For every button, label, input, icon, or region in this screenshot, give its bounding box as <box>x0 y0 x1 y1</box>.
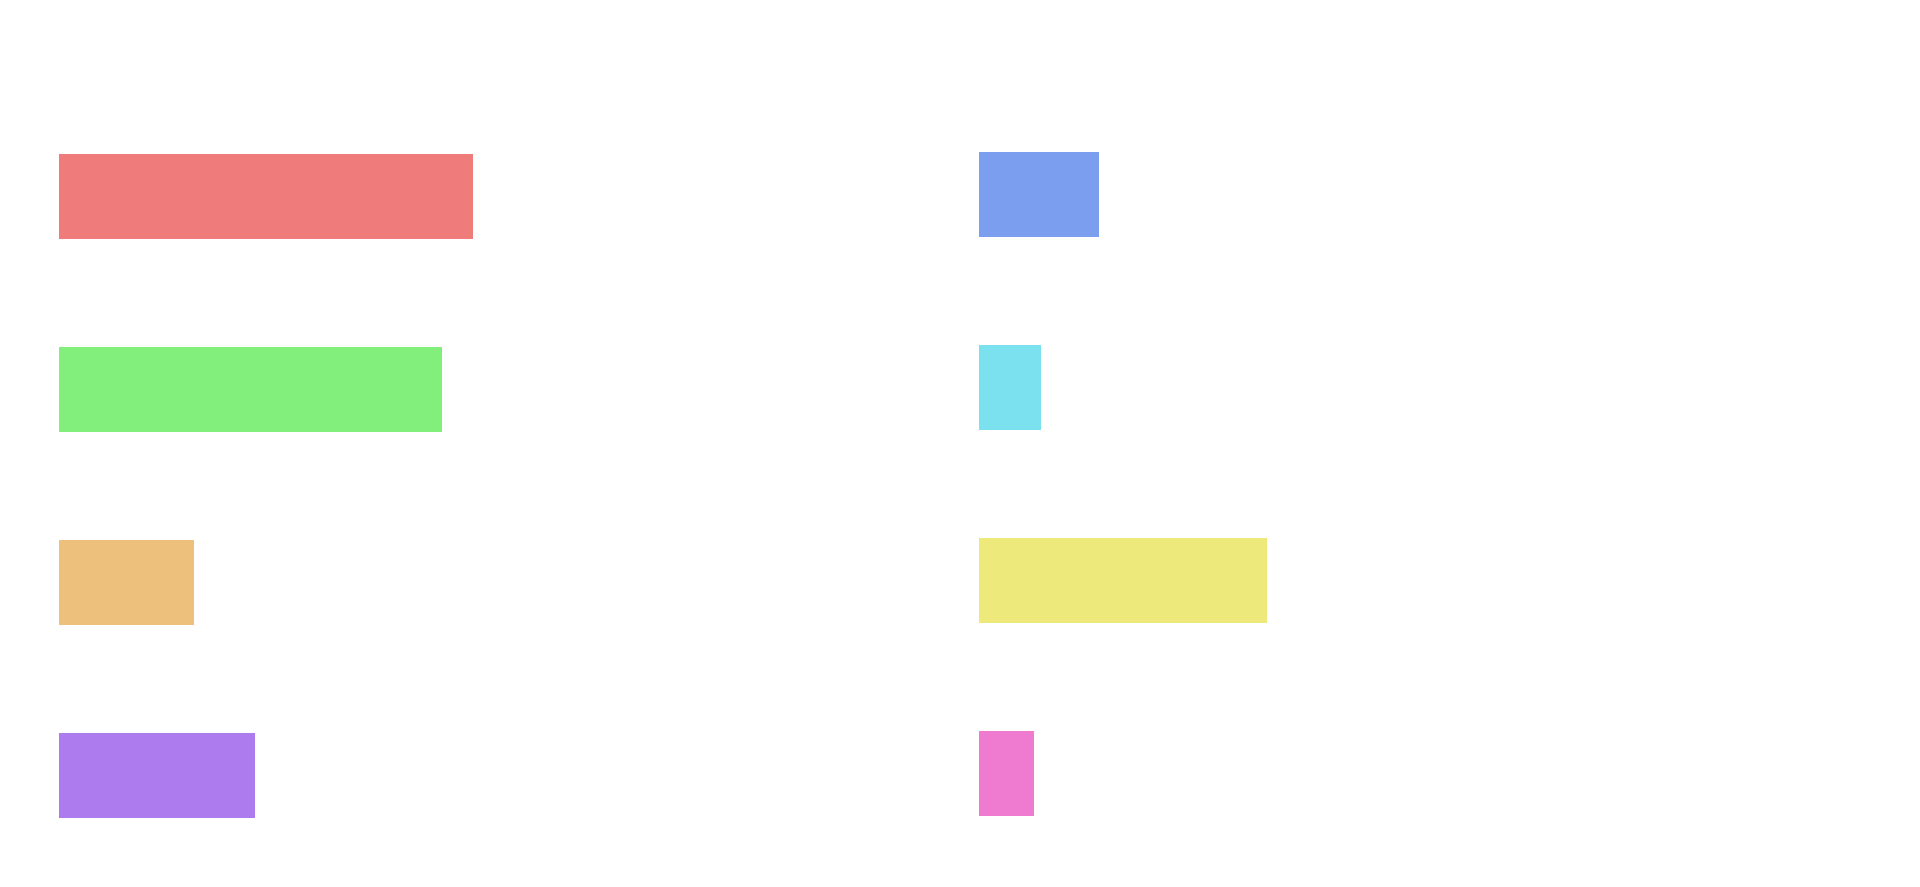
right-bar-4 <box>979 731 1034 816</box>
left-bar-4 <box>59 733 255 818</box>
left-bar-2 <box>59 347 442 432</box>
right-bar-3 <box>979 538 1267 623</box>
right-bar-2 <box>979 345 1041 430</box>
left-bar-1 <box>59 154 473 239</box>
left-bar-3 <box>59 540 194 625</box>
right-bar-1 <box>979 152 1099 237</box>
